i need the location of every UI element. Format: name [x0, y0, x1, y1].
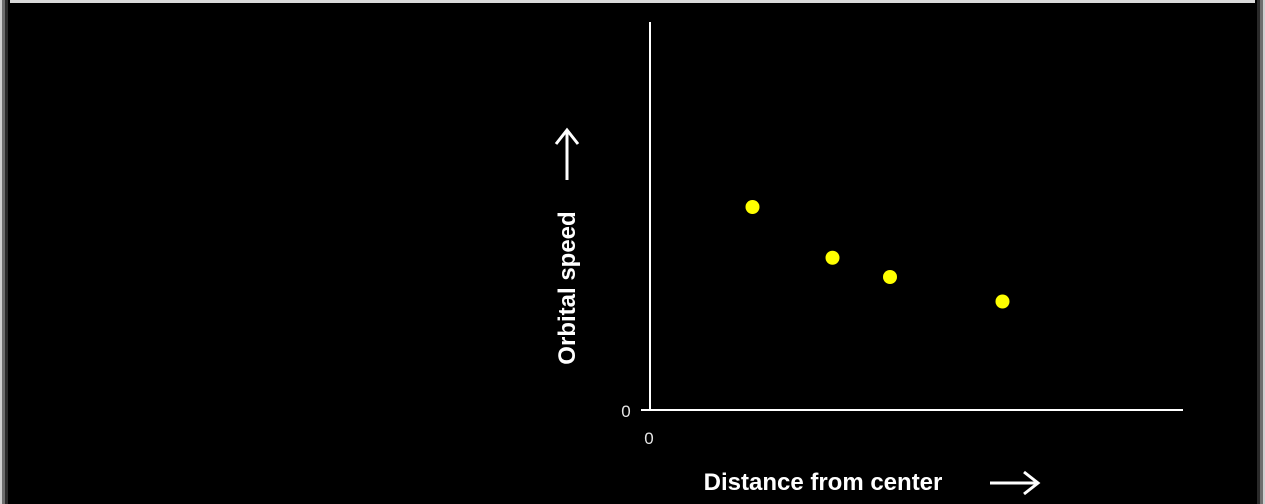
data-point-2 [825, 250, 840, 265]
right-arrow-icon [990, 470, 1041, 496]
data-point-1 [745, 200, 760, 214]
window-border-left [0, 0, 10, 504]
x-tick-label-zero: 0 [644, 429, 653, 448]
y-axis-label: Orbital speed [554, 211, 581, 364]
data-point-3 [883, 270, 897, 284]
scatter-points [745, 200, 1010, 309]
data-point-4 [995, 294, 1010, 309]
window-border-top [0, 0, 1265, 3]
up-arrow-icon [554, 127, 580, 180]
window-border-right [1255, 0, 1265, 504]
y-tick-label-zero: 0 [621, 402, 630, 421]
x-axis-label: Distance from center [704, 469, 943, 496]
